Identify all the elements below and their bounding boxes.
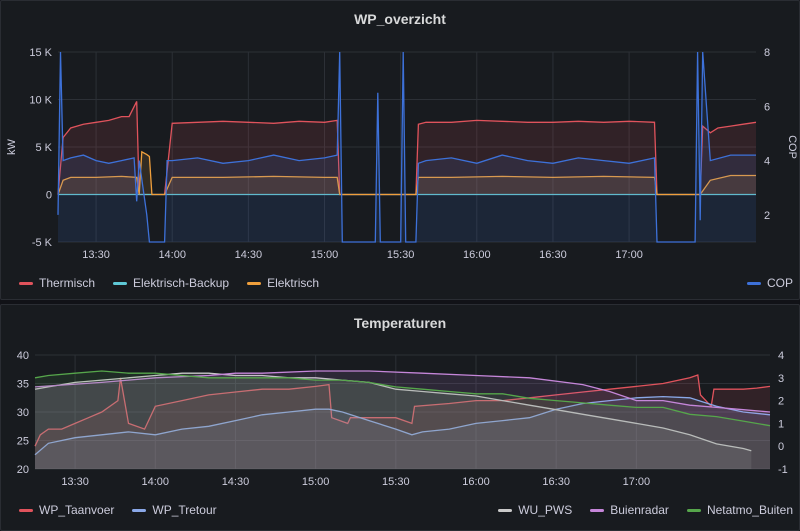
y-tick-label: 15 K bbox=[29, 47, 52, 59]
legend-item[interactable]: Elektrisch-Backup bbox=[113, 276, 229, 290]
series-line bbox=[34, 372, 752, 452]
panel-title[interactable]: Temperaturen bbox=[353, 315, 447, 331]
y-tick-label: 0 bbox=[46, 190, 52, 202]
legend-right: COP bbox=[746, 276, 793, 290]
series-line bbox=[57, 51, 756, 243]
series-line bbox=[34, 395, 771, 456]
y-tick-label: 5 K bbox=[35, 142, 52, 154]
x-tick-label: 17:00 bbox=[623, 476, 651, 488]
legend-item[interactable]: WP_Taanvoer bbox=[19, 503, 114, 517]
x-tick-label: 13:30 bbox=[61, 476, 89, 488]
legend-left: WP_Taanvoer WP_Tretour bbox=[19, 503, 217, 517]
y2-axis-label: COP bbox=[786, 135, 798, 159]
x-tick-label: 14:00 bbox=[158, 249, 186, 261]
legend-label: Elektrisch bbox=[267, 276, 320, 290]
legend-swatch bbox=[746, 281, 761, 285]
y2-tick-label: 4 bbox=[778, 350, 784, 362]
legend-item[interactable]: Elektrisch bbox=[247, 276, 319, 290]
y2-tick-label: 6 bbox=[764, 101, 770, 113]
y-tick-label: 25 bbox=[17, 436, 29, 448]
y-tick-label: -5 K bbox=[32, 237, 53, 249]
legend-swatch bbox=[19, 281, 33, 285]
legend-label: WP_Taanvoer bbox=[39, 503, 115, 517]
series-line bbox=[34, 370, 771, 427]
legend-label: Buienradar bbox=[610, 503, 669, 517]
x-tick-label: 16:30 bbox=[539, 249, 567, 261]
y-tick-label: 20 bbox=[17, 464, 29, 476]
series-area bbox=[35, 371, 770, 469]
y-tick-label: 40 bbox=[17, 350, 29, 362]
x-tick-label: 14:00 bbox=[142, 476, 170, 488]
series-area bbox=[35, 373, 752, 469]
legend-label: Netatmo_Buiten bbox=[706, 503, 793, 517]
x-tick-label: 15:30 bbox=[382, 476, 410, 488]
y2-tick-label: -1 bbox=[778, 464, 788, 476]
legend-label: WP_Tretour bbox=[152, 503, 217, 517]
y-tick-label: 35 bbox=[17, 379, 29, 391]
x-tick-label: 13:30 bbox=[82, 249, 110, 261]
x-tick-label: 15:30 bbox=[387, 249, 415, 261]
series-area bbox=[35, 371, 770, 469]
series-line bbox=[57, 150, 756, 196]
legend-right: WU_PWS Buienradar Netatmo_Buiten bbox=[498, 503, 793, 517]
legend-item[interactable]: WU_PWS bbox=[498, 503, 572, 517]
series-area bbox=[58, 52, 756, 242]
series-line bbox=[34, 370, 771, 413]
wp-overzicht-chart[interactable]: 15 K 10 K 5 K 0 -5 K 8 6 4 2 13:30 14:00 14:30 15:00… bbox=[1, 1, 799, 299]
y2-tick-label: 2 bbox=[778, 396, 784, 408]
legend-left: Thermisch Elektrisch-Backup Elektrisch bbox=[19, 276, 319, 290]
y2-tick-label: 1 bbox=[778, 418, 784, 430]
x-tick-label: 15:00 bbox=[302, 476, 330, 488]
legend-label: Thermisch bbox=[39, 276, 96, 290]
y2-tick-label: 3 bbox=[778, 373, 784, 385]
series-area bbox=[58, 101, 756, 195]
legend-swatch bbox=[19, 508, 33, 512]
series-area bbox=[35, 375, 770, 469]
y-tick-label: 30 bbox=[17, 407, 29, 419]
legend-item[interactable]: Buienradar bbox=[590, 503, 669, 517]
x-tick-label: 16:30 bbox=[542, 476, 570, 488]
series-line bbox=[34, 374, 771, 447]
y-tick-label: 10 K bbox=[29, 95, 52, 107]
x-tick-label: 14:30 bbox=[222, 476, 250, 488]
temperaturen-panel: Temperaturen 40 35 30 25 20 4 3 2 1 0 -1 13:30 14:00… bbox=[0, 304, 800, 531]
temperaturen-chart[interactable]: 40 35 30 25 20 4 3 2 1 0 -1 13:30 14:00 14:30 15:00 15:… bbox=[1, 305, 799, 530]
y2-tick-label: 8 bbox=[764, 47, 770, 59]
x-tick-label: 14:30 bbox=[235, 249, 263, 261]
legend-item[interactable]: WP_Tretour bbox=[132, 503, 217, 517]
legend-label: Elektrisch-Backup bbox=[133, 276, 230, 290]
x-tick-label: 16:00 bbox=[463, 249, 491, 261]
legend-swatch bbox=[498, 508, 513, 512]
legend-swatch bbox=[113, 281, 128, 285]
x-tick-label: 15:00 bbox=[311, 249, 339, 261]
x-tick-label: 17:00 bbox=[615, 249, 643, 261]
legend-label: WU_PWS bbox=[518, 503, 573, 517]
wp-overzicht-panel: WP_overzicht 15 K 10 K 5 K 0 -5 K 8 6 4 2 13:30 14… bbox=[0, 0, 800, 300]
legend-swatch bbox=[590, 508, 605, 512]
y-axis-label: kW bbox=[6, 138, 18, 155]
legend-swatch bbox=[247, 281, 262, 285]
legend-label: COP bbox=[766, 276, 793, 290]
legend-swatch bbox=[686, 508, 701, 512]
legend-swatch bbox=[132, 508, 147, 512]
y2-tick-label: 2 bbox=[764, 210, 770, 222]
legend-item[interactable]: Thermisch bbox=[19, 276, 95, 290]
series-area bbox=[58, 151, 756, 195]
panel-title[interactable]: WP_overzicht bbox=[354, 11, 446, 27]
y2-tick-label: 4 bbox=[764, 156, 770, 168]
x-tick-label: 16:00 bbox=[462, 476, 490, 488]
legend-item[interactable]: COP bbox=[746, 276, 793, 290]
y2-tick-label: 0 bbox=[778, 441, 784, 453]
legend-item[interactable]: Netatmo_Buiten bbox=[686, 503, 793, 517]
